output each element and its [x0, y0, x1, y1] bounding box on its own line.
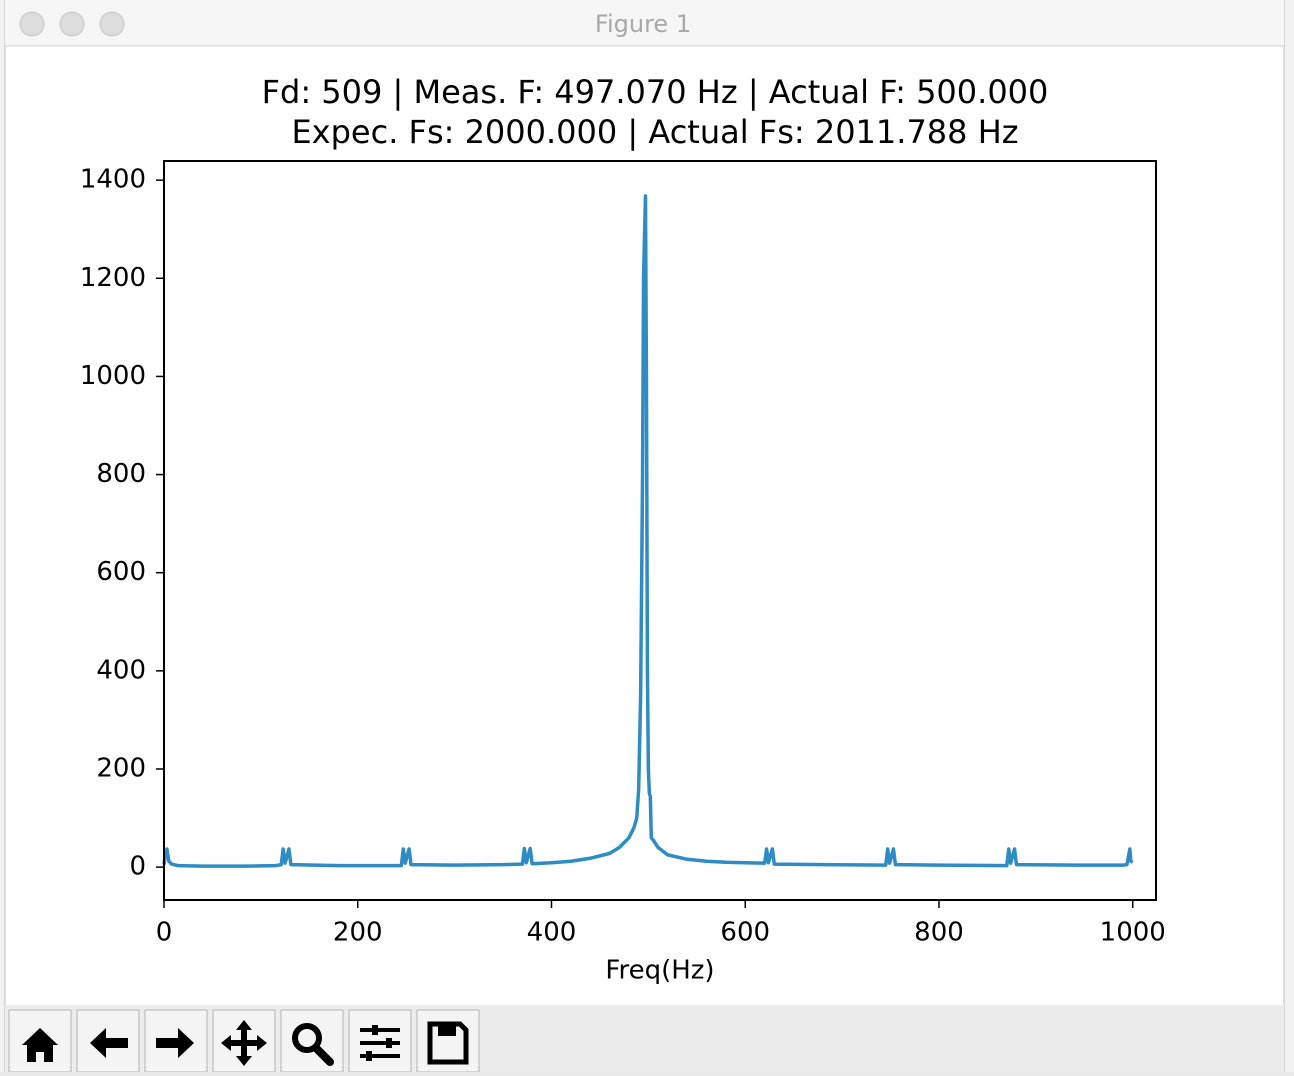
close-button[interactable] — [19, 11, 45, 37]
plot-frame — [163, 160, 1157, 901]
x-tick-label: 400 — [527, 918, 577, 948]
x-tick-label: 200 — [333, 918, 383, 948]
y-tick-label: 600 — [96, 557, 146, 587]
y-tick-label: 400 — [96, 655, 146, 685]
x-axis-label: Freq(Hz) — [605, 956, 714, 986]
pan-icon — [221, 1020, 267, 1066]
y-tick-label: 0 — [129, 852, 146, 882]
window-title: Figure 1 — [595, 10, 691, 38]
chart-title: Fd: 509 | Meas. F: 497.070 Hz | Actual F… — [262, 73, 1049, 111]
zoom-icon-handle — [312, 1044, 334, 1066]
zoom-button[interactable] — [99, 11, 125, 37]
home-icon — [22, 1028, 58, 1062]
configure-icon — [360, 1025, 400, 1061]
forward-icon — [156, 1028, 194, 1058]
y-tick-label: 1400 — [80, 165, 146, 195]
save-icon-slot — [438, 1026, 456, 1036]
x-tick-label: 0 — [156, 918, 173, 948]
y-tick-label: 800 — [96, 459, 146, 489]
toolbar-buttons — [8, 1009, 480, 1073]
back-icon — [90, 1028, 128, 1058]
figure: Fd: 509 | Meas. F: 497.070 Hz | Actual F… — [80, 73, 1166, 986]
x-tick-label: 800 — [914, 918, 964, 948]
x-tick-label: 1000 — [1100, 918, 1166, 948]
data-line — [162, 194, 1134, 868]
x-tick-label: 600 — [720, 918, 770, 948]
zoom-icon-lens — [292, 1023, 322, 1053]
y-tick-label: 200 — [96, 753, 146, 783]
window — [4, 0, 1285, 1073]
chart-title: Expec. Fs: 2000.000 | Actual Fs: 2011.78… — [291, 113, 1018, 151]
minimize-button[interactable] — [59, 11, 85, 37]
title-bar — [5, 0, 1284, 46]
y-tick-label: 1200 — [80, 263, 146, 293]
save-icon — [427, 1021, 469, 1065]
y-tick-label: 1000 — [80, 361, 146, 391]
